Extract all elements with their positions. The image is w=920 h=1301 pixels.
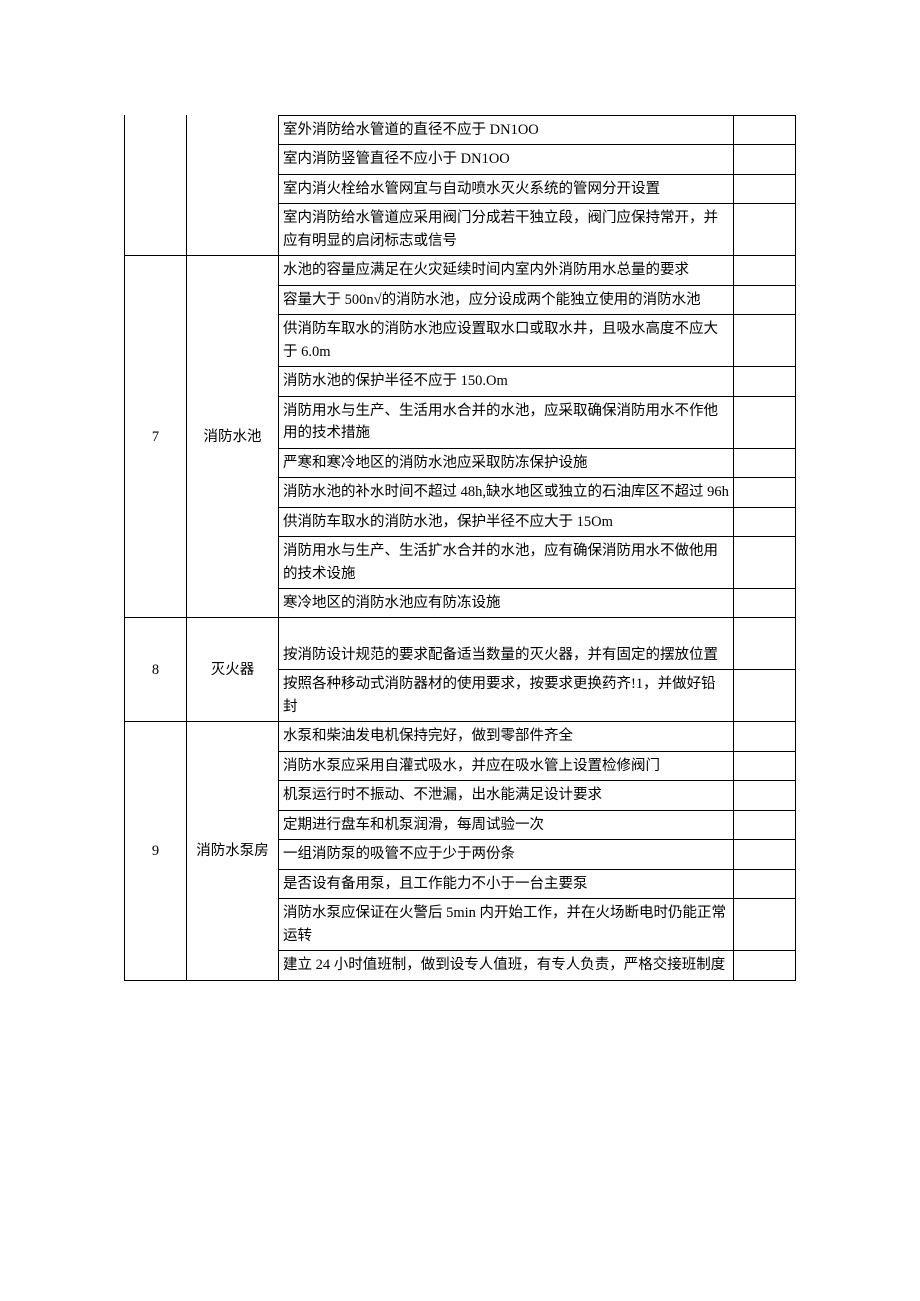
requirement-cell: 消防用水与生产、生活用水合并的水池，应采取确保消防用水不作他用的技术措施: [279, 396, 734, 448]
check-cell: [734, 315, 796, 367]
check-cell: [734, 204, 796, 256]
requirement-cell: 室内消火栓给水管网宜与自动喷水灭火系统的管网分开设置: [279, 174, 734, 203]
check-cell: [734, 618, 796, 670]
category-cell: 消防水泵房: [187, 722, 279, 980]
requirement-cell: 机泵运行时不振动、不泄漏，出水能满足设计要求: [279, 781, 734, 810]
requirement-cell: 寒冷地区的消防水池应有防冻设施: [279, 588, 734, 617]
row-number: [125, 116, 187, 256]
check-cell: [734, 396, 796, 448]
requirement-cell: 室内消防给水管道应采用阀门分成若干独立段，阀门应保持常开，并应有明显的启闭标志或…: [279, 204, 734, 256]
check-cell: [734, 751, 796, 780]
category-cell: [187, 116, 279, 256]
category-cell: 灭火器: [187, 618, 279, 722]
requirement-cell: 消防水池的补水时间不超过 48h,缺水地区或独立的石油库区不超过 96h: [279, 478, 734, 507]
requirement-cell: 定期进行盘车和机泵润滑，每周试验一次: [279, 810, 734, 839]
check-cell: [734, 951, 796, 980]
requirement-cell: 容量大于 500n√的消防水池，应分设成两个能独立使用的消防水池: [279, 285, 734, 314]
check-cell: [734, 285, 796, 314]
requirement-cell: 水泵和柴油发电机保持完好，做到零部件齐全: [279, 722, 734, 751]
check-cell: [734, 588, 796, 617]
check-cell: [734, 145, 796, 174]
requirement-cell: 建立 24 小时值班制，做到设专人值班，有专人负责，严格交接班制度: [279, 951, 734, 980]
check-cell: [734, 507, 796, 536]
requirement-cell: 供消防车取水的消防水池应设置取水口或取水井，且吸水高度不应大于 6.0m: [279, 315, 734, 367]
check-cell: [734, 670, 796, 722]
check-cell: [734, 537, 796, 589]
requirements-table: 室外消防给水管道的直径不应于 DN1OO室内消防竖管直径不应小于 DN1OO室内…: [124, 115, 796, 981]
requirement-cell: 室外消防给水管道的直径不应于 DN1OO: [279, 116, 734, 145]
requirement-cell: 消防用水与生产、生活扩水合并的水池，应有确保消防用水不做他用的技术设施: [279, 537, 734, 589]
check-cell: [734, 781, 796, 810]
requirement-cell: 室内消防竖管直径不应小于 DN1OO: [279, 145, 734, 174]
check-cell: [734, 478, 796, 507]
check-cell: [734, 810, 796, 839]
check-cell: [734, 899, 796, 951]
requirement-cell: 消防水泵应保证在火警后 5min 内开始工作，并在火场断电时仍能正常运转: [279, 899, 734, 951]
check-cell: [734, 367, 796, 396]
row-number: 7: [125, 256, 187, 618]
row-number: 9: [125, 722, 187, 980]
requirement-cell: 供消防车取水的消防水池，保护半径不应大于 15Om: [279, 507, 734, 536]
check-cell: [734, 448, 796, 477]
requirement-cell: 消防水泵应采用自灌式吸水，并应在吸水管上设置检修阀门: [279, 751, 734, 780]
check-cell: [734, 869, 796, 898]
requirement-cell: 按照各种移动式消防器材的使用要求，按要求更换药齐!1，并做好铅封: [279, 670, 734, 722]
requirement-cell: 是否设有备用泵，且工作能力不小于一台主要泵: [279, 869, 734, 898]
category-cell: 消防水池: [187, 256, 279, 618]
check-cell: [734, 174, 796, 203]
check-cell: [734, 840, 796, 869]
row-number: 8: [125, 618, 187, 722]
requirement-cell: 一组消防泵的吸管不应于少于两份条: [279, 840, 734, 869]
check-cell: [734, 722, 796, 751]
check-cell: [734, 116, 796, 145]
requirement-cell: 消防水池的保护半径不应于 150.Om: [279, 367, 734, 396]
requirement-cell: 严寒和寒冷地区的消防水池应采取防冻保护设施: [279, 448, 734, 477]
requirement-cell: 水池的容量应满足在火灾延续时间内室内外消防用水总量的要求: [279, 256, 734, 285]
requirement-cell: 按消防设计规范的要求配备适当数量的灭火器，并有固定的摆放位置: [279, 618, 734, 670]
check-cell: [734, 256, 796, 285]
